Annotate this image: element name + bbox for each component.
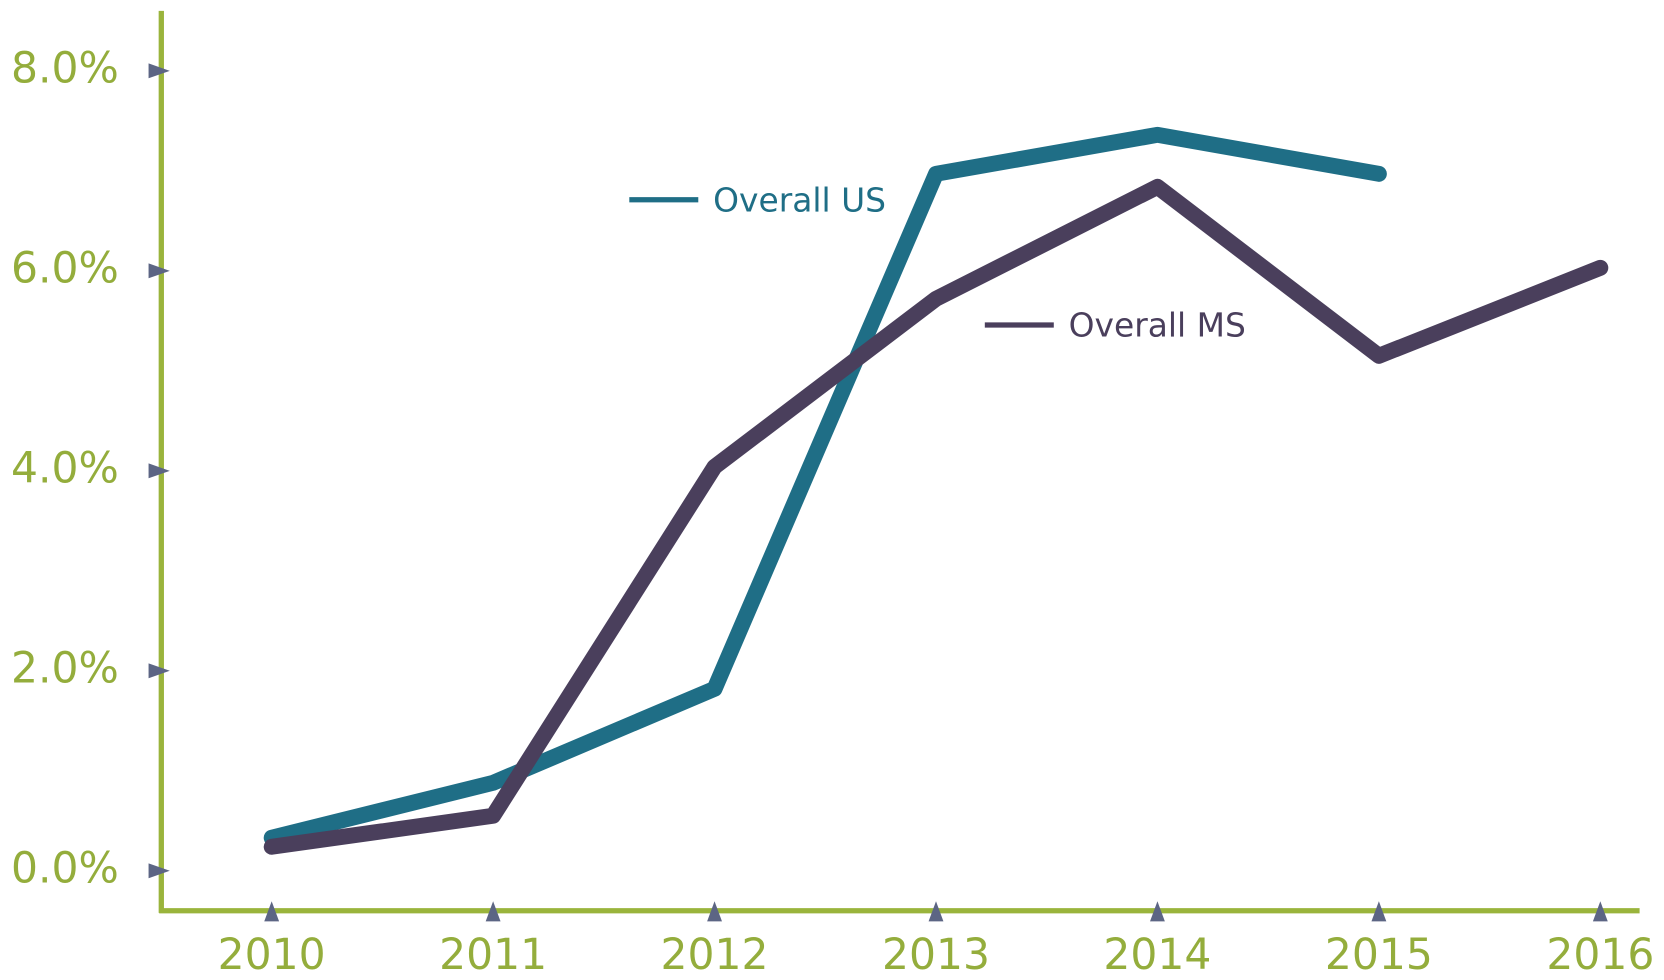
x-tick-mark — [264, 901, 280, 922]
y-tick-mark — [148, 463, 170, 479]
y-tick-mark — [148, 863, 170, 879]
x-tick-mark — [1150, 901, 1165, 922]
y-tick-label: 2.0% — [11, 644, 119, 693]
x-tick-label: 2013 — [882, 931, 990, 980]
y-tick-mark — [148, 263, 170, 279]
x-tick-label: 2015 — [1325, 931, 1433, 980]
x-tick-mark — [707, 901, 722, 922]
series-line — [263, 126, 1387, 846]
x-tick-mark — [1592, 901, 1608, 922]
x-tick-mark — [1371, 901, 1387, 922]
x-tick-label: 2012 — [661, 931, 769, 980]
x-tick-mark — [485, 901, 501, 922]
x-tick-mark — [928, 901, 944, 922]
y-tick-label: 0.0% — [11, 844, 119, 893]
x-tick-label: 2010 — [218, 931, 326, 980]
y-tick-label: 8.0% — [11, 44, 119, 93]
series-line — [263, 178, 1609, 855]
x-tick-label: 2011 — [439, 931, 547, 980]
y-tick-label: 4.0% — [11, 444, 119, 493]
x-tick-label: 2016 — [1546, 931, 1654, 980]
x-tick-label: 2014 — [1103, 931, 1211, 980]
y-tick-mark — [148, 663, 170, 679]
y-tick-label: 6.0% — [11, 244, 119, 293]
legend-label: Overall US — [713, 180, 886, 219]
legend-label: Overall MS — [1069, 306, 1246, 345]
y-tick-mark — [148, 63, 170, 79]
